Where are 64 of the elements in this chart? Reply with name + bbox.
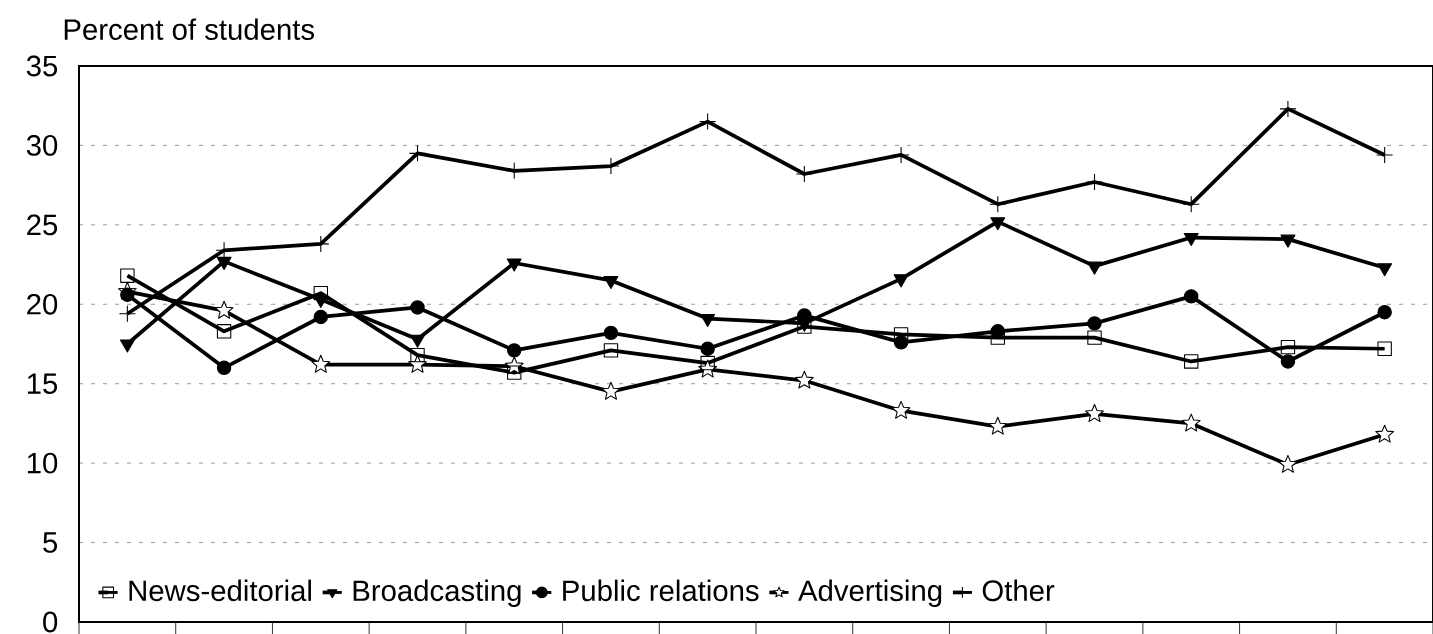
y-tick-label: 20 <box>27 293 58 315</box>
point <box>795 165 813 183</box>
point <box>507 365 522 380</box>
point <box>313 309 329 325</box>
point <box>1279 100 1297 118</box>
point <box>1280 339 1296 355</box>
point <box>989 195 1007 213</box>
point <box>601 381 621 400</box>
legend-label: Advertising <box>798 579 942 607</box>
point <box>990 330 1005 345</box>
y-tick-label: 25 <box>27 214 58 236</box>
point <box>794 370 814 389</box>
y-tick-label: 10 <box>27 452 58 474</box>
y-axis-title: Percent of students <box>64 18 315 40</box>
point <box>1087 316 1102 331</box>
point <box>1375 424 1395 443</box>
point <box>892 146 910 164</box>
point <box>507 343 522 358</box>
point <box>216 324 232 339</box>
point <box>1085 173 1104 191</box>
point <box>603 325 619 341</box>
point <box>506 258 522 272</box>
point <box>313 285 329 301</box>
point <box>1280 234 1296 248</box>
point <box>603 275 619 289</box>
point <box>408 144 427 162</box>
point <box>214 300 234 319</box>
legend-label: Public relations <box>563 579 759 602</box>
y-tick-label: 35 <box>26 55 58 77</box>
point <box>1182 195 1200 213</box>
point <box>120 287 135 302</box>
point <box>988 416 1008 435</box>
point <box>1184 354 1199 369</box>
point <box>1085 404 1104 422</box>
point <box>893 327 909 342</box>
point <box>1377 305 1392 320</box>
y-tick-label: 15 <box>27 373 58 394</box>
point <box>311 354 331 373</box>
point <box>891 400 911 419</box>
legend-label: Other <box>982 579 1055 602</box>
y-tick-label: 0 <box>43 611 58 633</box>
point <box>410 347 425 363</box>
point <box>120 268 135 283</box>
point <box>216 256 232 270</box>
point <box>1087 330 1102 345</box>
point <box>1376 146 1394 164</box>
y-tick-label: 5 <box>43 532 58 553</box>
point <box>700 355 715 371</box>
point <box>1087 261 1102 275</box>
point <box>700 341 715 356</box>
point <box>410 334 425 348</box>
y-tick-label: 30 <box>26 135 58 156</box>
legend-label: News-editorial <box>129 579 311 602</box>
point <box>603 343 619 358</box>
point <box>1278 454 1298 473</box>
point <box>216 360 232 376</box>
point <box>1184 289 1199 304</box>
point <box>118 305 136 323</box>
point <box>699 113 717 131</box>
point <box>1280 354 1296 369</box>
point <box>1181 413 1201 432</box>
legend-label: Broadcasting <box>353 579 521 607</box>
point <box>1377 341 1392 356</box>
point <box>410 300 425 315</box>
